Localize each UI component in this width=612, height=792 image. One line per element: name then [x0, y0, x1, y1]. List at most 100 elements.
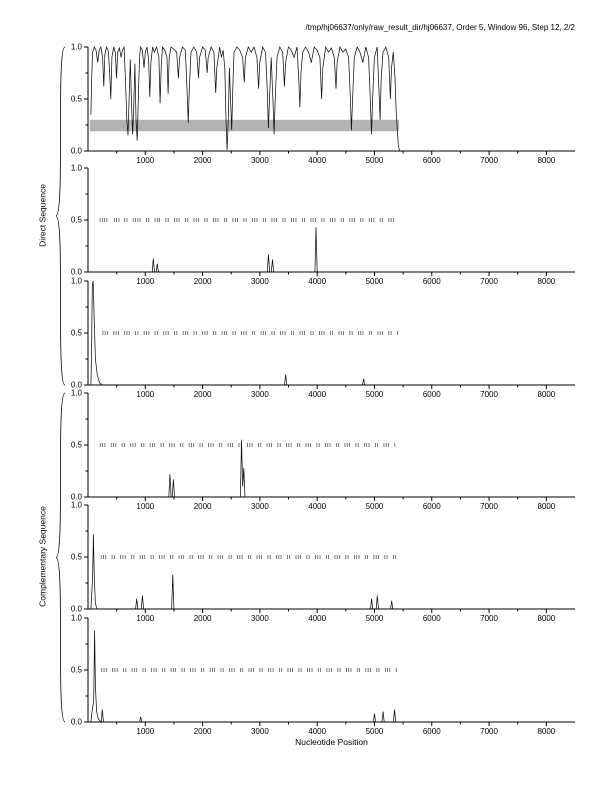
x-tick-label: 6000: [423, 390, 441, 399]
x-tick-label: 4000: [308, 156, 326, 165]
y-tick-label: 0.5: [71, 216, 83, 225]
x-tick-label: 8000: [537, 727, 555, 736]
midline-marks: [99, 218, 394, 222]
x-tick-label: 5000: [366, 727, 384, 736]
x-tick-label: 3000: [251, 727, 269, 736]
y-tick-label: 0.0: [71, 147, 83, 156]
x-tick-label: 6000: [423, 502, 441, 511]
x-tick-label: 5000: [366, 614, 384, 623]
y-tick-label: 0.5: [71, 553, 83, 562]
x-tick-label: 4000: [308, 502, 326, 511]
x-tick-label: 1000: [136, 277, 154, 286]
x-tick-label: 2000: [194, 614, 212, 623]
ticks: [84, 504, 547, 613]
x-tick-label: 6000: [423, 277, 441, 286]
signal-line: [90, 227, 401, 273]
y-tick-label: 1.0: [71, 164, 83, 173]
axes: [87, 168, 575, 273]
x-tick-label: 6000: [423, 614, 441, 623]
x-tick-label: 4000: [308, 390, 326, 399]
x-tick-label: 5000: [366, 390, 384, 399]
x-tick-label: 3000: [251, 277, 269, 286]
signal-line: [90, 280, 401, 386]
y-tick-label: 0.5: [71, 666, 83, 675]
signal-line: [90, 534, 401, 610]
x-tick-label: 8000: [537, 277, 555, 286]
x-tick-label: 4000: [308, 277, 326, 286]
x-tick-label: 7000: [480, 502, 498, 511]
ticks: [84, 280, 547, 389]
x-tick-label: 7000: [480, 390, 498, 399]
x-tick-label: 3000: [251, 156, 269, 165]
y-tick-label: 1.0: [71, 43, 83, 52]
y-tick-label: 1.0: [71, 614, 83, 623]
axes: [87, 505, 575, 610]
x-tick-label: 1000: [136, 502, 154, 511]
y-tick-label: 0.5: [71, 329, 83, 338]
x-tick-label: 8000: [537, 614, 555, 623]
y-tick-label: 0.0: [71, 268, 83, 277]
x-tick-label: 1000: [136, 390, 154, 399]
x-tick-label: 5000: [366, 277, 384, 286]
ticks: [84, 46, 547, 155]
x-tick-label: 1000: [136, 727, 154, 736]
y-tick-label: 0.5: [71, 441, 83, 450]
panel-complementary-frame-3: 0.0 0.5 1.0 1000 2000 3000 4000 5000 6000 7000 800…: [71, 614, 575, 736]
x-tick-label: 7000: [480, 156, 498, 165]
y-tick-label: 0.5: [71, 95, 83, 104]
x-tick-label: 8000: [537, 156, 555, 165]
panel-direct-frame-3: 0.0 0.5 1.0 1000 2000 3000 4000 5000 6000 7000 800…: [71, 277, 575, 399]
x-tick-label: 5000: [366, 502, 384, 511]
ticks: [84, 617, 547, 726]
y-tick-label: 0.0: [71, 718, 83, 727]
x-tick-label: 1000: [136, 156, 154, 165]
x-tick-label: 2000: [194, 390, 212, 399]
axes: [87, 281, 575, 386]
x-tick-label: 2000: [194, 156, 212, 165]
signal-line: [90, 630, 401, 723]
complementary-group-brace: [55, 392, 66, 723]
y-tick-label: 1.0: [71, 501, 83, 510]
midline-marks: [100, 555, 397, 559]
midline-marks: [101, 668, 397, 672]
x-tick-label: 8000: [537, 502, 555, 511]
x-tick-label: 2000: [194, 727, 212, 736]
x-tick-label: 2000: [194, 502, 212, 511]
x-tick-label: 3000: [251, 614, 269, 623]
x-tick-label: 5000: [366, 156, 384, 165]
ticks: [84, 167, 547, 276]
x-tick-label: 3000: [251, 502, 269, 511]
chart-title: /tmp/hj06637/only/raw_result_dir/hj06637…: [305, 23, 576, 32]
x-tick-label: 1000: [136, 614, 154, 623]
x-tick-label: 8000: [537, 390, 555, 399]
axes: [87, 47, 575, 152]
signal-line: [90, 439, 401, 498]
panel-complementary-frame-2: 0.0 0.5 1.0 1000 2000 3000 4000 5000 6000 7000 800…: [71, 501, 575, 623]
y-tick-label: 0.0: [71, 605, 83, 614]
x-tick-label: 7000: [480, 277, 498, 286]
x-tick-label: 7000: [480, 727, 498, 736]
x-tick-label: 6000: [423, 727, 441, 736]
x-tick-label: 2000: [194, 277, 212, 286]
threshold-band: [89, 119, 400, 132]
x-tick-label: 3000: [251, 390, 269, 399]
panel-direct-frame-2: 0.0 0.5 1.0 1000 2000 3000 4000 5000 6000 7000 800…: [71, 164, 575, 286]
panel-complementary-frame-1: 0.0 0.5 1.0 1000 2000 3000 4000 5000 6000 7000 800…: [71, 389, 575, 511]
y-tick-label: 0.0: [71, 381, 83, 390]
panel-direct-frame-1: 0.0 0.5 1.0 1000 2000 3000 4000 5000 6000 7000 800…: [71, 43, 575, 165]
y-tick-label: 0.0: [71, 493, 83, 502]
x-tick-label: 4000: [308, 727, 326, 736]
x-axis-title: Nucleotide Position: [295, 737, 368, 747]
y-tick-label: 1.0: [71, 389, 83, 398]
ticks: [84, 392, 547, 501]
midline-marks: [99, 443, 396, 447]
x-tick-label: 4000: [308, 614, 326, 623]
signal-line: [90, 45, 400, 152]
direct-group-brace: [55, 46, 66, 386]
midline-marks: [102, 331, 398, 335]
x-tick-label: 7000: [480, 614, 498, 623]
y-tick-label: 1.0: [71, 277, 83, 286]
x-tick-label: 6000: [423, 156, 441, 165]
